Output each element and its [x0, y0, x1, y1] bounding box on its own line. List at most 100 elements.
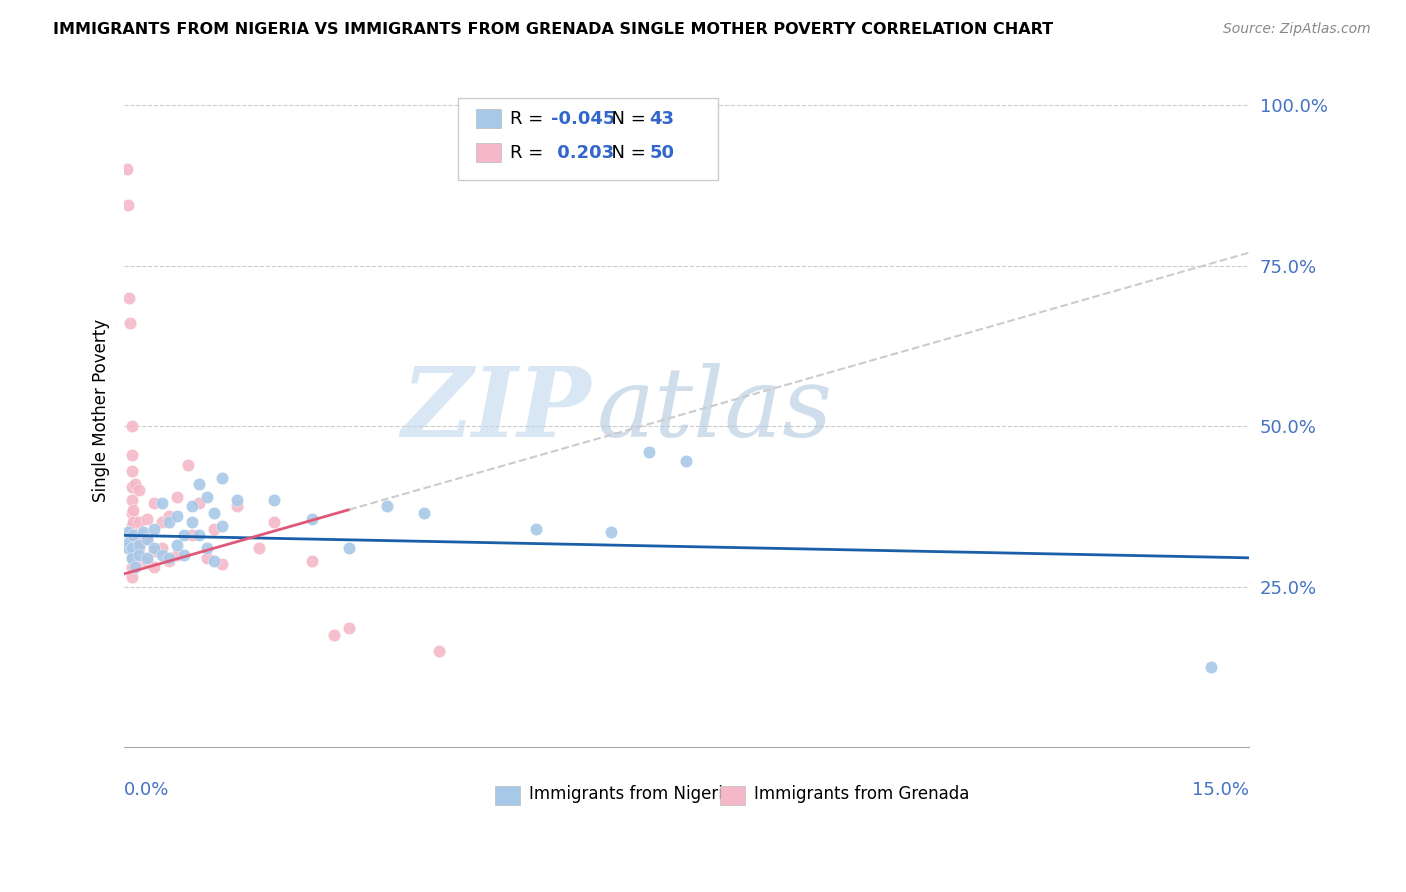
Point — [121, 560, 143, 574]
Point — [211, 470, 233, 484]
Point — [375, 500, 398, 514]
Point — [121, 550, 143, 565]
Point — [247, 541, 270, 556]
Point — [195, 550, 218, 565]
Point — [122, 516, 145, 530]
FancyBboxPatch shape — [458, 98, 718, 179]
Point — [150, 548, 173, 562]
Text: R =: R = — [510, 144, 548, 161]
Point — [121, 532, 143, 546]
Point — [180, 500, 202, 514]
Point — [427, 644, 450, 658]
Point — [128, 538, 150, 552]
Point — [143, 522, 166, 536]
Point — [122, 502, 145, 516]
Point — [143, 496, 166, 510]
Point — [173, 548, 195, 562]
Text: 15.0%: 15.0% — [1192, 781, 1249, 799]
Point — [128, 541, 150, 556]
FancyBboxPatch shape — [477, 110, 501, 128]
Text: R =: R = — [510, 110, 548, 128]
FancyBboxPatch shape — [495, 786, 520, 805]
Point — [121, 506, 143, 520]
Point — [225, 493, 247, 508]
Point — [117, 197, 139, 211]
Y-axis label: Single Mother Poverty: Single Mother Poverty — [93, 318, 110, 501]
Point — [121, 493, 143, 508]
Point — [413, 506, 436, 520]
FancyBboxPatch shape — [720, 786, 745, 805]
Point — [128, 554, 150, 568]
Point — [157, 554, 180, 568]
Text: IMMIGRANTS FROM NIGERIA VS IMMIGRANTS FROM GRENADA SINGLE MOTHER POVERTY CORRELA: IMMIGRANTS FROM NIGERIA VS IMMIGRANTS FR… — [53, 22, 1053, 37]
Point — [120, 317, 142, 331]
Point — [121, 541, 143, 556]
Point — [263, 493, 285, 508]
Point — [121, 419, 143, 434]
Point — [132, 525, 155, 540]
Point — [1199, 660, 1222, 674]
Point — [143, 560, 166, 574]
Point — [135, 532, 157, 546]
Point — [124, 560, 146, 574]
Point — [188, 528, 211, 542]
Point — [211, 518, 233, 533]
Point — [118, 534, 141, 549]
Point — [180, 528, 202, 542]
FancyBboxPatch shape — [477, 143, 501, 162]
Point — [132, 528, 155, 542]
Text: 0.0%: 0.0% — [124, 781, 170, 799]
Point — [202, 554, 225, 568]
Point — [195, 541, 218, 556]
Point — [323, 628, 346, 642]
Text: 43: 43 — [650, 110, 675, 128]
Point — [135, 512, 157, 526]
Point — [121, 518, 143, 533]
Point — [135, 554, 157, 568]
Text: Immigrants from Nigeria: Immigrants from Nigeria — [529, 786, 733, 804]
Point — [115, 162, 138, 177]
Text: Source: ZipAtlas.com: Source: ZipAtlas.com — [1223, 22, 1371, 37]
Point — [117, 541, 139, 556]
Point — [150, 541, 173, 556]
Point — [202, 522, 225, 536]
Point — [128, 483, 150, 498]
Text: atlas: atlas — [596, 363, 832, 457]
Point — [124, 532, 146, 546]
Point — [177, 458, 200, 472]
Point — [121, 550, 143, 565]
Point — [638, 445, 661, 459]
Text: N =: N = — [600, 144, 651, 161]
Point — [150, 496, 173, 510]
Point — [211, 558, 233, 572]
Point — [301, 512, 323, 526]
Point — [166, 548, 188, 562]
Point — [675, 454, 697, 468]
Text: -0.045: -0.045 — [551, 110, 616, 128]
Point — [166, 490, 188, 504]
Point — [121, 480, 143, 494]
Point — [143, 544, 166, 558]
Text: Immigrants from Grenada: Immigrants from Grenada — [754, 786, 969, 804]
Point — [121, 448, 143, 462]
Point — [600, 525, 623, 540]
Point — [128, 516, 150, 530]
Point — [337, 541, 360, 556]
Point — [188, 477, 211, 491]
Point — [121, 464, 143, 478]
Point — [128, 548, 150, 562]
Point — [526, 522, 548, 536]
Point — [166, 538, 188, 552]
Point — [150, 516, 173, 530]
Point — [202, 506, 225, 520]
Point — [337, 622, 360, 636]
Point — [195, 490, 218, 504]
Point — [118, 291, 141, 305]
Point — [122, 528, 145, 542]
Point — [124, 477, 146, 491]
Point — [135, 550, 157, 565]
Point — [188, 496, 211, 510]
Point — [121, 541, 143, 556]
Text: 0.203: 0.203 — [551, 144, 614, 161]
Point — [301, 554, 323, 568]
